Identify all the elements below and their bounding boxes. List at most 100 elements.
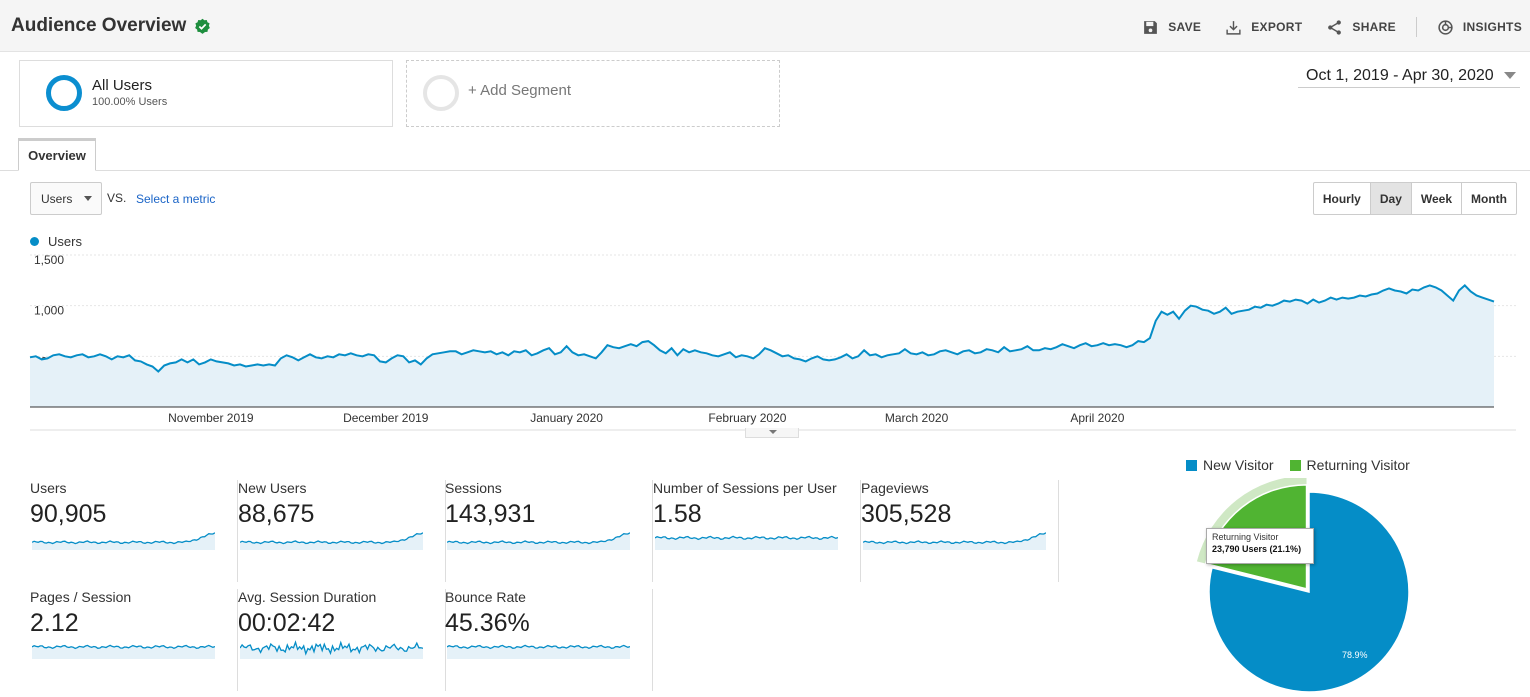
metric-label: Pageviews xyxy=(861,480,929,496)
metric-tile[interactable]: Pageviews 305,528 xyxy=(861,480,1059,582)
x-tick-label: December 2019 xyxy=(343,411,429,425)
metric-sparkline xyxy=(447,644,630,659)
metric-label: Pages / Session xyxy=(30,589,132,605)
date-range-picker[interactable]: Oct 1, 2019 - Apr 30, 2020 xyxy=(1298,64,1520,88)
metric-value: 1.58 xyxy=(653,500,702,528)
share-icon xyxy=(1328,19,1342,35)
x-tick-label: February 2020 xyxy=(708,411,786,425)
metric-value: 305,528 xyxy=(861,500,952,528)
metric-value: 2.12 xyxy=(30,609,79,637)
verified-check-icon xyxy=(195,18,211,34)
metric-tile[interactable]: Number of Sessions per User 1.58 xyxy=(653,480,861,582)
sparkline-line xyxy=(32,532,215,545)
sparkline-line xyxy=(240,532,423,545)
metric-label: New Users xyxy=(238,480,307,496)
metric-sparkline xyxy=(32,644,215,659)
page-header: Audience Overview SAVE EXPORT SHARE INSI… xyxy=(0,0,1530,52)
sparkline-line xyxy=(240,640,423,656)
metric-value: 00:02:42 xyxy=(238,609,336,637)
metric-label: Sessions xyxy=(445,480,502,496)
add-segment-label: + Add Segment xyxy=(468,82,571,99)
page-title-text: Audience Overview xyxy=(11,15,187,36)
metric-tile[interactable]: Users 90,905 xyxy=(30,480,238,582)
vs-label: VS. xyxy=(107,191,127,205)
sparkline-area xyxy=(447,645,630,659)
share-label: SHARE xyxy=(1352,20,1396,34)
share-button[interactable]: SHARE xyxy=(1326,19,1396,36)
insights-icon xyxy=(1438,19,1453,35)
chevron-down-icon xyxy=(769,430,777,434)
x-tick-label: April 2020 xyxy=(1070,411,1124,425)
pie-slice-new-visitor[interactable] xyxy=(1208,491,1410,693)
returning-visitor-swatch xyxy=(1289,459,1301,471)
chart-collapse-handle[interactable] xyxy=(745,428,799,438)
metric-tile[interactable]: Avg. Session Duration 00:02:42 xyxy=(238,589,446,691)
insights-button[interactable]: INSIGHTS xyxy=(1437,19,1522,36)
save-icon xyxy=(1144,20,1158,34)
metric-label: Users xyxy=(30,480,67,496)
sparkline-area xyxy=(32,645,215,659)
export-button[interactable]: EXPORT xyxy=(1225,19,1302,36)
granularity-toggle: Hourly Day Week Month xyxy=(1312,182,1517,215)
add-segment-button[interactable]: + Add Segment xyxy=(406,60,780,127)
new-visitor-swatch xyxy=(1186,459,1197,471)
metric-sparkline xyxy=(863,532,1046,550)
pie-legend: New Visitor Returning Visitor xyxy=(1186,457,1410,473)
tab-overview[interactable]: Overview xyxy=(18,138,96,171)
metric-sparkline xyxy=(655,535,838,550)
metric-tile[interactable]: New Users 88,675 xyxy=(238,480,446,582)
y-tick-label: 1,000 xyxy=(34,304,64,318)
hourly-button[interactable]: Hourly xyxy=(1322,191,1361,206)
segment-ring-icon xyxy=(46,75,82,111)
day-button[interactable]: Day xyxy=(1369,183,1411,214)
segment-name: All Users xyxy=(92,77,153,94)
metric-tile[interactable]: Sessions 143,931 xyxy=(445,480,653,582)
pie-tooltip: Returning Visitor 23,790 Users (21.1%) xyxy=(1206,528,1314,564)
metric-value: 143,931 xyxy=(445,500,536,528)
sparkline-area xyxy=(447,532,630,550)
select-metric-link[interactable]: Select a metric xyxy=(136,192,216,206)
report-actions: SAVE EXPORT SHARE INSIGHTS xyxy=(1118,17,1522,37)
users-series-line xyxy=(29,284,1495,373)
legend-dot-icon xyxy=(30,237,39,246)
metric-value: 88,675 xyxy=(238,500,315,528)
month-button[interactable]: Month xyxy=(1461,183,1516,214)
x-tick-label: March 2020 xyxy=(885,411,949,425)
metric-tile[interactable]: Bounce Rate 45.36% xyxy=(445,589,653,691)
metric-dropdown[interactable]: Users xyxy=(30,182,102,215)
actions-divider xyxy=(1415,17,1417,37)
users-series-area xyxy=(30,285,1494,407)
chevron-down-icon xyxy=(1503,72,1516,79)
metric-sparkline xyxy=(240,640,423,659)
metric-tile[interactable]: Pages / Session 2.12 xyxy=(30,589,238,691)
pie-legend-new: New Visitor xyxy=(1186,457,1274,473)
segment-percentage: 100.00% Users xyxy=(92,96,168,108)
sparkline-line xyxy=(447,532,630,545)
x-tick-label: January 2020 xyxy=(530,411,603,425)
metric-label: Bounce Rate xyxy=(445,589,526,605)
visitor-pie-chart xyxy=(1196,478,1410,693)
sparkline-line xyxy=(447,644,630,650)
sparkline-area xyxy=(655,536,838,550)
pie-legend-new-label: New Visitor xyxy=(1203,457,1274,473)
insights-label: INSIGHTS xyxy=(1462,20,1522,34)
metric-value: 45.36% xyxy=(445,609,530,637)
sparkline-line xyxy=(32,644,215,650)
pie-legend-returning-label: Returning Visitor xyxy=(1306,457,1410,473)
metric-label: Avg. Session Duration xyxy=(238,589,377,605)
sparkline-area xyxy=(863,532,1046,550)
save-label: SAVE xyxy=(1168,20,1202,34)
metric-sparkline xyxy=(447,532,630,550)
save-button[interactable]: SAVE xyxy=(1142,19,1201,36)
y-tick-label: 1,500 xyxy=(34,253,64,267)
page-title: Audience Overview xyxy=(11,15,211,37)
metric-label: Number of Sessions per User xyxy=(653,480,837,496)
chart-legend: Users xyxy=(30,234,82,249)
sparkline-area xyxy=(32,532,215,550)
segment-all-users[interactable]: All Users 100.00% Users xyxy=(19,60,393,127)
date-range-text: Oct 1, 2019 - Apr 30, 2020 xyxy=(1306,66,1494,84)
tab-bar-line xyxy=(0,170,1530,171)
empty-segment-ring-icon xyxy=(423,75,459,111)
week-button[interactable]: Week xyxy=(1410,183,1461,214)
